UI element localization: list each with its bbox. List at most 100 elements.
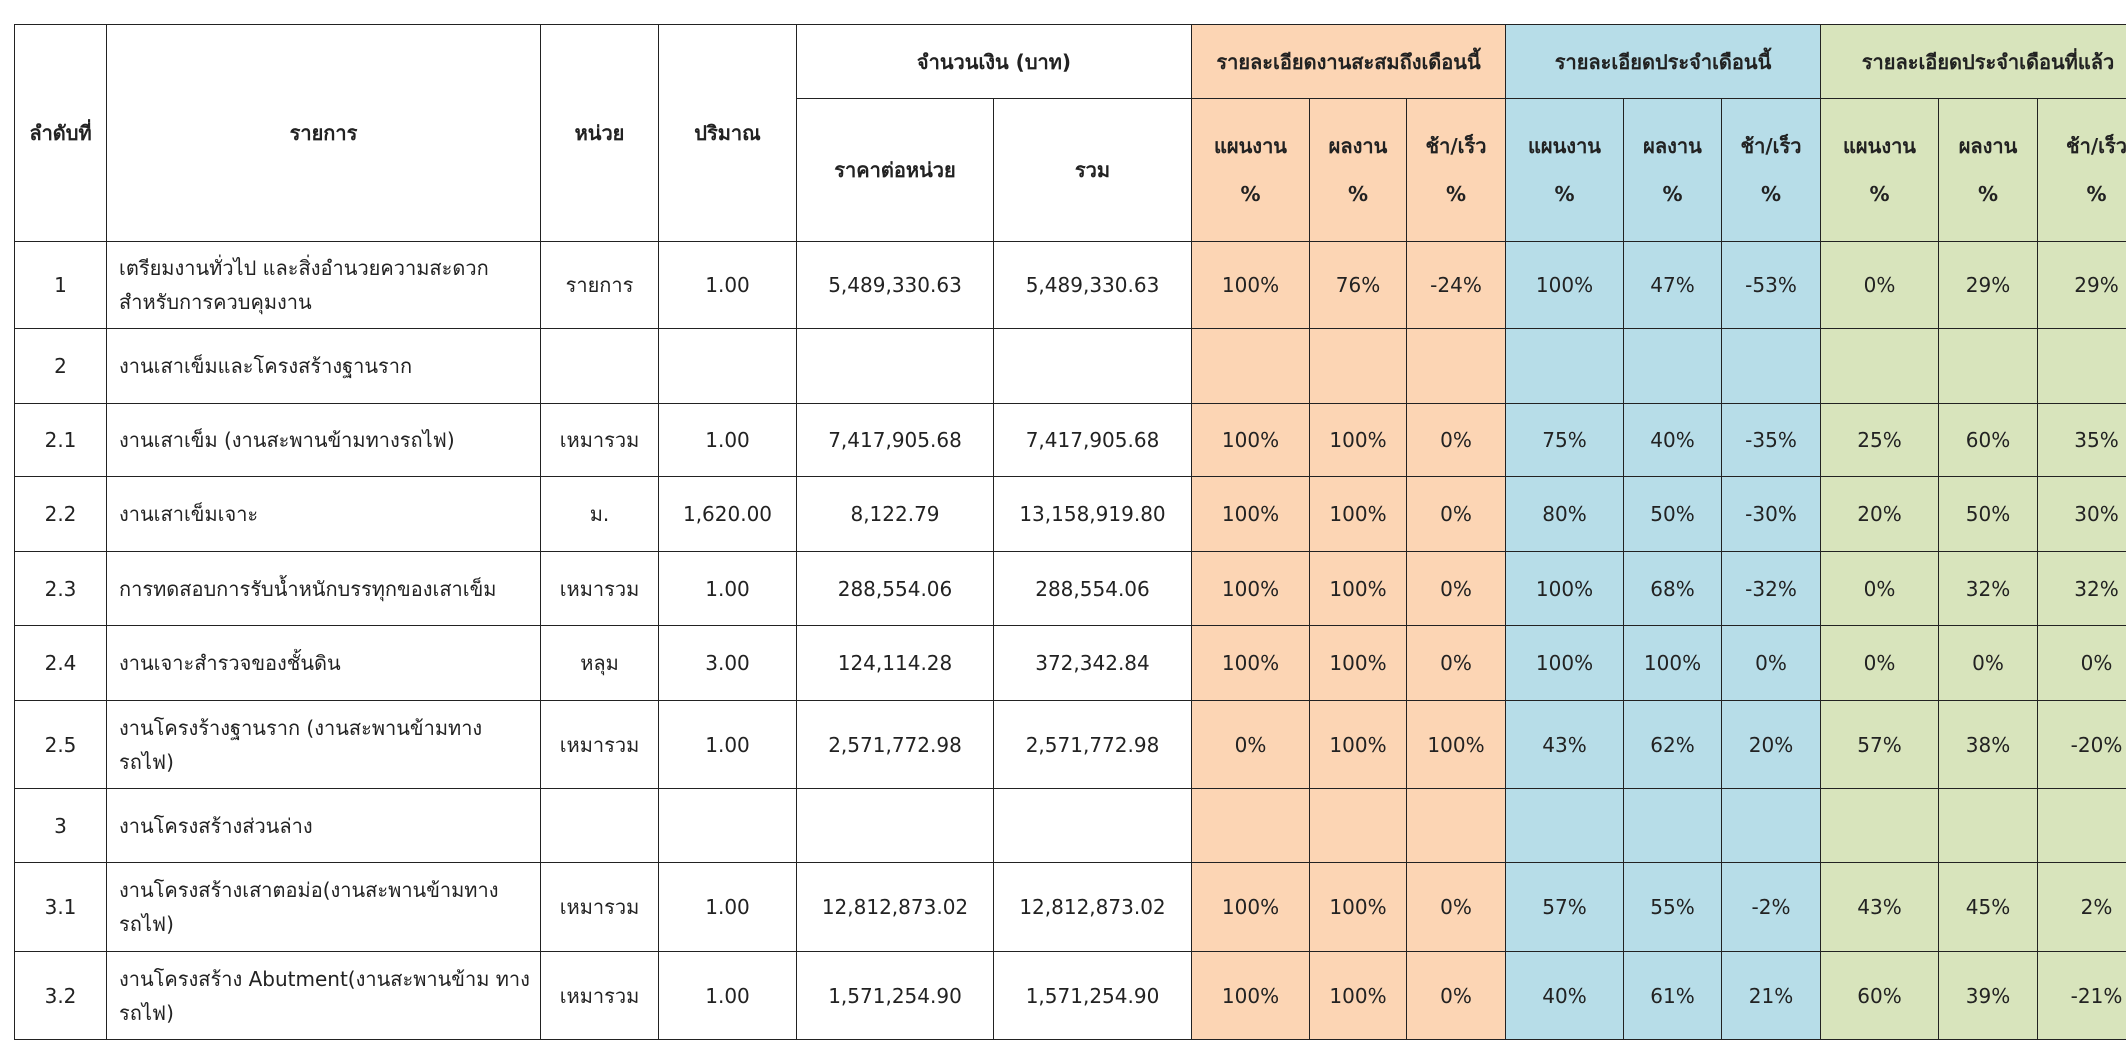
cell-cumulative-diff [1406, 328, 1506, 404]
header-no: ลำดับที่ [14, 24, 107, 242]
table-row: 3 งานโครงสร้างส่วนล่าง [14, 788, 2126, 863]
table-row: 2.4 งานเจาะสำรวจของชั้นดิน หลุม 3.00 124,114… [14, 625, 2126, 701]
cell-no: 3.2 [14, 951, 107, 1040]
cell-this-month-plan: 43% [1505, 700, 1624, 789]
cell-unit [540, 328, 659, 404]
cell-cumulative-result: 76% [1309, 241, 1407, 329]
header-item: รายการ [106, 24, 541, 242]
cell-cumulative-plan: 100% [1191, 476, 1310, 552]
cell-item: งานเสาเข็มเจาะ [106, 476, 541, 552]
header-sub-percent: % [1977, 182, 1999, 206]
cell-unit-price: 124,114.28 [796, 625, 994, 701]
header-sub-percent: % [1869, 182, 1890, 206]
progress-table: ลำดับที่ รายการ หน่วย ปริมาณ จำนวนเงิน (… [14, 24, 2126, 1040]
cell-no: 3 [14, 788, 107, 863]
cell-unit: เหมารวม [540, 403, 659, 477]
cell-cumulative-plan: 100% [1191, 862, 1310, 952]
table-row: 3.1 งานโครงสร้างเสาตอม่อ(งานสะพานข้ามทาง … [14, 862, 2126, 952]
cell-this-month-plan: 100% [1505, 551, 1624, 626]
cell-cumulative-result [1309, 788, 1407, 863]
cell-last-month-result: 50% [1938, 476, 2039, 552]
cell-unit-price: 5,489,330.63 [796, 241, 994, 329]
cell-unit-price: 12,812,873.02 [796, 862, 994, 952]
header-this-month: รายละเอียดประจำเดือนนี้ [1504, 24, 1822, 99]
cell-unit: ม. [540, 476, 659, 552]
cell-this-month-plan: 80% [1505, 476, 1624, 552]
cell-last-month-diff [2037, 788, 2126, 863]
cell-cumulative-diff: 0% [1406, 551, 1506, 626]
header-total: รวม [993, 98, 1192, 242]
table-row: 1 เตรียมงานทั่วไป และสิ่งอำนวยความสะดวก ส… [14, 241, 2126, 329]
cell-cumulative-diff: -24% [1406, 241, 1506, 329]
cell-unit-price: 2,571,772.98 [796, 700, 994, 789]
cell-last-month-plan [1820, 788, 1940, 863]
cell-total: 372,342.84 [993, 625, 1192, 701]
cell-unit-price: 1,571,254.90 [796, 951, 994, 1040]
cell-cumulative-plan [1191, 328, 1310, 404]
cell-cumulative-plan: 100% [1191, 951, 1310, 1040]
header-cumulative: รายละเอียดงานสะสมถึงเดือนนี้ [1191, 24, 1506, 99]
cell-this-month-plan: 100% [1505, 625, 1624, 701]
cell-no: 1 [14, 241, 107, 329]
cell-this-month-plan [1505, 788, 1624, 863]
cell-qty: 1.00 [658, 551, 797, 626]
cell-cumulative-result: 100% [1309, 551, 1407, 626]
cell-total [993, 328, 1192, 404]
cell-total [993, 788, 1192, 863]
cell-total: 13,158,919.80 [993, 476, 1192, 552]
table-row: 3.2 งานโครงสร้าง Abutment(งานสะพานข้าม ทา… [14, 951, 2126, 1040]
cell-qty: 1,620.00 [658, 476, 797, 552]
cell-total: 12,812,873.02 [993, 862, 1192, 952]
header-sub-result: ผลงาน% [1938, 98, 2039, 242]
header-sub-label: ช้า/เร็ว [1425, 134, 1487, 158]
cell-no: 2.5 [14, 700, 107, 789]
cell-cumulative-diff: 0% [1406, 862, 1506, 952]
header-sub-label: แผนงาน [1528, 134, 1601, 158]
cell-this-month-result: 62% [1623, 700, 1722, 789]
cell-this-month-plan: 100% [1505, 241, 1624, 329]
cell-this-month-result: 50% [1623, 476, 1722, 552]
cell-cumulative-plan: 100% [1191, 625, 1310, 701]
cell-item: งานเสาเข็มและโครงสร้างฐานราก [106, 328, 541, 404]
cell-this-month-result: 61% [1623, 951, 1722, 1040]
table-row: 2.1 งานเสาเข็ม (งานสะพานข้ามทางรถไฟ) เหมาร… [14, 403, 2126, 477]
cell-this-month-diff: -2% [1720, 862, 1822, 952]
cell-this-month-result: 40% [1623, 403, 1722, 477]
cell-this-month-diff [1720, 788, 1822, 863]
cell-item: งานเสาเข็ม (งานสะพานข้ามทางรถไฟ) [106, 403, 541, 477]
cell-cumulative-diff: 0% [1406, 403, 1506, 477]
cell-cumulative-plan [1191, 788, 1310, 863]
header-sub-label: ผลงาน [1643, 134, 1702, 158]
header-sub-result: ผลงาน% [1309, 98, 1407, 242]
cell-last-month-plan: 20% [1820, 476, 1940, 552]
cell-cumulative-result: 100% [1309, 476, 1407, 552]
cell-this-month-diff: -35% [1720, 403, 1822, 477]
header-sub-diff: ช้า/เร็ว% [1406, 98, 1506, 242]
cell-cumulative-result [1309, 328, 1407, 404]
header-sub-percent: % [1445, 182, 1467, 206]
cell-last-month-diff: 0% [2037, 625, 2126, 701]
cell-total: 1,571,254.90 [993, 951, 1192, 1040]
header-sub-plan: แผนงาน% [1191, 98, 1310, 242]
header-sub-plan: แผนงาน% [1820, 98, 1940, 242]
cell-last-month-diff: -20% [2037, 700, 2126, 789]
cell-last-month-result [1938, 788, 2039, 863]
cell-last-month-plan: 60% [1820, 951, 1940, 1040]
cell-last-month-result: 29% [1938, 241, 2039, 329]
cell-unit-price: 7,417,905.68 [796, 403, 994, 477]
cell-no: 2.1 [14, 403, 107, 477]
header-sub-label: ผลงาน [1958, 134, 2018, 158]
cell-this-month-plan [1505, 328, 1624, 404]
cell-last-month-result: 0% [1938, 625, 2039, 701]
cell-last-month-result [1938, 328, 2039, 404]
cell-unit-price: 8,122.79 [796, 476, 994, 552]
table-row: 2.3 การทดสอบการรับน้ำหนักบรรทุกของเสาเข็ม… [14, 551, 2126, 626]
cell-item: งานโครงสร้างส่วนล่าง [106, 788, 541, 863]
cell-total: 7,417,905.68 [993, 403, 1192, 477]
cell-unit-price [796, 328, 994, 404]
cell-last-month-plan [1820, 328, 1940, 404]
cell-last-month-result: 60% [1938, 403, 2039, 477]
table-row: 2.2 งานเสาเข็มเจาะ ม. 1,620.00 8,122.79 13,15… [14, 476, 2126, 552]
cell-this-month-result [1623, 328, 1722, 404]
cell-this-month-plan: 57% [1505, 862, 1624, 952]
